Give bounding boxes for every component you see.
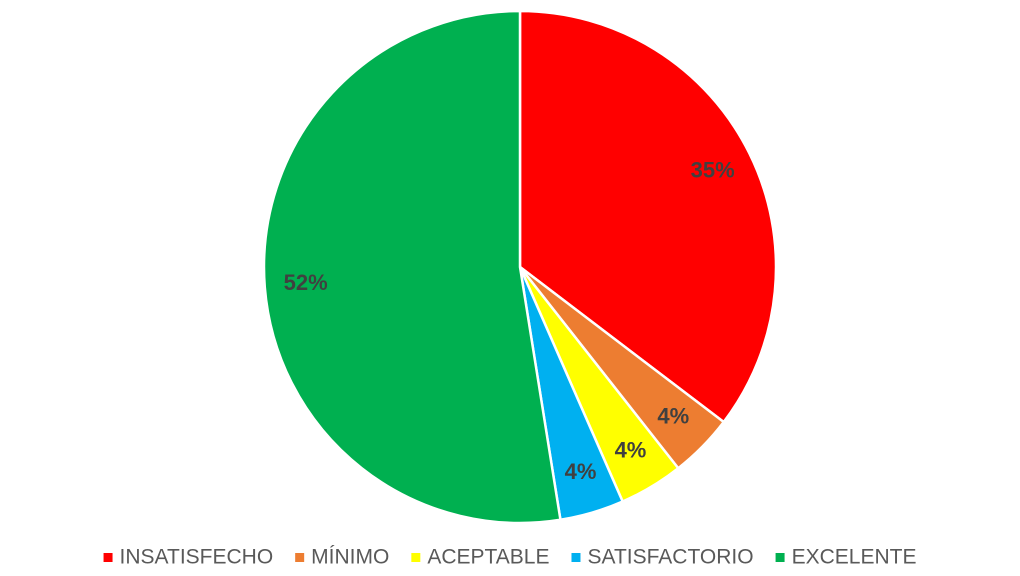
legend-label: ACEPTABLE: [427, 546, 549, 569]
data-label: 35%: [691, 157, 735, 182]
legend-label: MÍNIMO: [311, 546, 389, 569]
data-label: 4%: [657, 404, 689, 429]
pie-slice: [518, 9, 778, 424]
legend-marker: [411, 553, 421, 562]
legend-marker: [295, 553, 305, 562]
pie-slice: [262, 9, 562, 525]
legend-label: SATISFACTORIO: [587, 546, 753, 569]
legend-label: EXCELENTE: [792, 546, 917, 569]
legend-marker: [571, 553, 581, 562]
data-label: 52%: [284, 270, 328, 295]
legend-label: INSATISFECHO: [120, 546, 274, 569]
data-label: 4%: [615, 437, 647, 462]
legend: INSATISFECHO MÍNIMO ACEPTABLE SATISFACTORIO…: [103, 546, 917, 569]
legend-marker: [775, 553, 785, 562]
data-label: 4%: [565, 459, 597, 484]
legend-marker: [103, 553, 113, 562]
